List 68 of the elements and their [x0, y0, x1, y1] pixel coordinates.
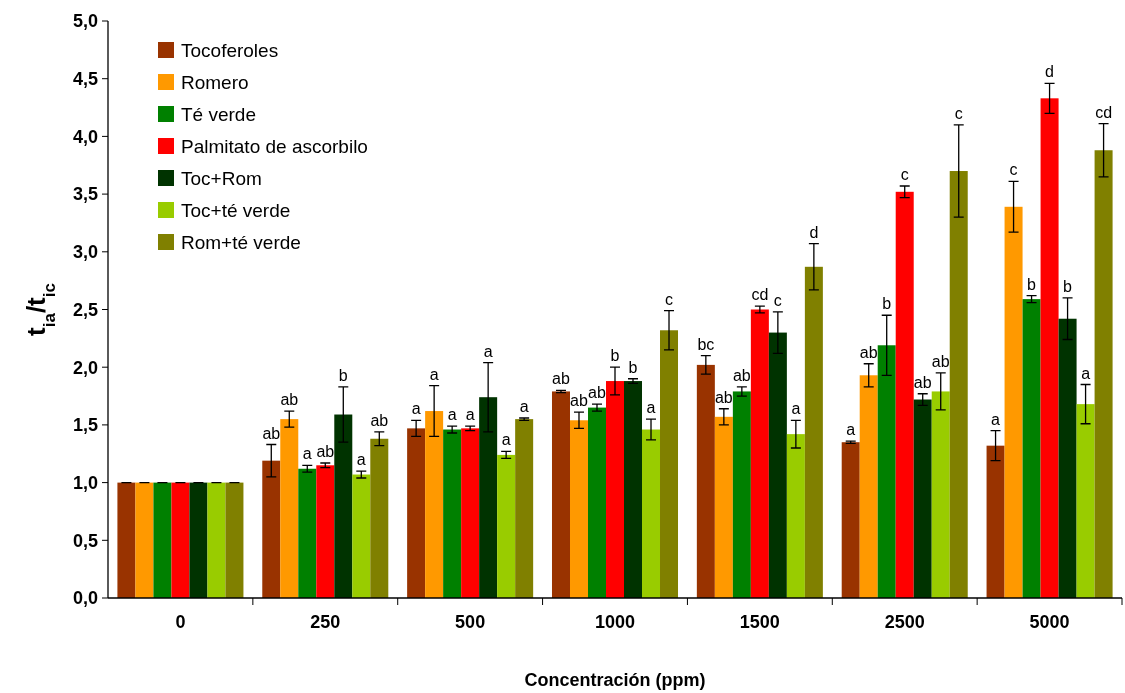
data-label: ab: [570, 392, 588, 410]
data-label: bc: [697, 335, 715, 353]
data-label: b: [882, 295, 892, 313]
data-label: a: [846, 421, 856, 439]
data-label: a: [483, 342, 493, 360]
legend-label: Toc+Rom: [181, 167, 262, 189]
data-label: c: [773, 291, 782, 309]
legend-label: Romero: [181, 71, 249, 93]
data-label: ab: [732, 366, 751, 384]
data-label: c: [900, 166, 909, 184]
x-tick-label: 5000: [1029, 612, 1070, 632]
data-label: a: [302, 445, 312, 463]
y-tick-label: 0,0: [72, 588, 98, 609]
y-tick-label: 1,0: [72, 472, 98, 493]
y-tick-label: 2,0: [72, 357, 98, 378]
data-label: b: [628, 358, 638, 376]
legend-label: Té verde: [181, 103, 256, 125]
data-label: b: [610, 347, 620, 365]
x-tick-label: 1500: [739, 612, 780, 632]
data-label: ab: [588, 384, 606, 402]
data-label: ab: [859, 343, 878, 361]
y-tick-label: 3,5: [72, 184, 98, 205]
x-axis-title: Concentración (ppm): [524, 670, 706, 690]
data-label: a: [501, 431, 511, 449]
data-label: d: [809, 223, 819, 241]
data-label: d: [1045, 63, 1055, 81]
data-label: ab: [262, 424, 281, 442]
x-tick-label: 0: [175, 612, 186, 632]
data-label: ab: [714, 388, 733, 406]
data-label: a: [465, 406, 475, 424]
legend-label: Rom+té verde: [181, 231, 301, 253]
data-label: a: [1081, 364, 1091, 382]
legend-label: Palmitato de ascorbilo: [181, 135, 368, 157]
y-tick-label: 4,5: [72, 69, 98, 89]
legend-label: Toc+té verde: [181, 199, 291, 221]
data-label: c: [1009, 161, 1018, 179]
x-tick-label: 2500: [884, 612, 925, 632]
data-label: a: [411, 400, 421, 418]
legend-label: Tocoferoles: [181, 39, 279, 61]
data-label: a: [429, 365, 439, 383]
data-label: a: [447, 406, 457, 424]
x-tick-label: 250: [310, 612, 341, 632]
data-label: b: [338, 366, 348, 384]
data-label: cd: [751, 286, 769, 304]
data-label: a: [791, 400, 801, 418]
x-tick-label: 1000: [594, 612, 636, 632]
x-tick-label: 500: [455, 612, 486, 632]
y-tick-label: 4,0: [72, 126, 98, 147]
data-label: ab: [552, 370, 570, 388]
data-label: c: [954, 104, 963, 122]
data-label: ab: [370, 411, 389, 429]
data-label: cd: [1095, 103, 1113, 121]
y-tick-label: 1,5: [72, 415, 98, 436]
data-label: a: [519, 397, 529, 415]
data-label: ab: [931, 352, 950, 370]
data-label: b: [1027, 275, 1037, 293]
y-tick-label: 0,5: [72, 530, 98, 551]
y-tick-label: 2,5: [72, 299, 98, 320]
data-label: ab: [280, 391, 299, 409]
y-tick-label: 5,0: [72, 11, 98, 32]
data-label: a: [991, 410, 1001, 428]
data-label: c: [665, 290, 674, 308]
data-label: ab: [913, 373, 932, 391]
data-label: a: [646, 399, 656, 417]
y-tick-label: 3,0: [72, 242, 98, 263]
data-label: b: [1063, 277, 1073, 295]
data-label: a: [356, 451, 366, 469]
data-label: ab: [316, 442, 335, 460]
